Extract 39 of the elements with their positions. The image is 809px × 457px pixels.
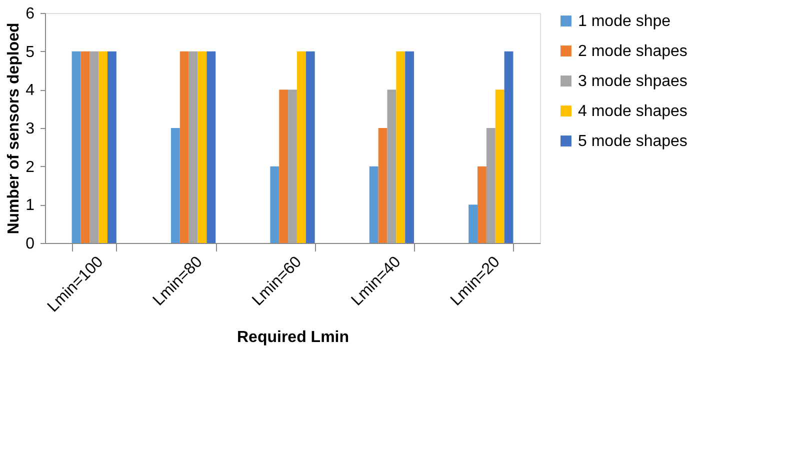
bar xyxy=(504,51,514,243)
y-tick-label: 1 xyxy=(26,197,35,214)
y-tick-label: 3 xyxy=(26,120,35,138)
legend-label: 2 mode shapes xyxy=(578,43,688,60)
bar xyxy=(90,51,99,243)
bar xyxy=(98,51,108,243)
bar xyxy=(288,90,297,243)
x-axis-title: Required Lmin xyxy=(236,328,350,346)
bar xyxy=(198,51,207,243)
bar xyxy=(170,128,180,243)
legend-label: 4 mode shapes xyxy=(578,103,688,120)
bar xyxy=(486,128,496,243)
y-tick-label: 2 xyxy=(26,158,35,176)
bar xyxy=(72,51,81,243)
bar xyxy=(296,51,306,243)
bar xyxy=(378,128,388,243)
y-tick-label: 4 xyxy=(26,82,35,100)
y-tick-label: 5 xyxy=(26,44,35,61)
bar xyxy=(80,51,90,243)
y-tick-label: 6 xyxy=(26,6,35,22)
bar xyxy=(188,51,198,243)
bar xyxy=(387,90,396,243)
y-tick-label: 0 xyxy=(26,236,35,252)
bar xyxy=(405,51,414,243)
bar xyxy=(306,51,315,243)
bar xyxy=(478,166,486,243)
legend-label: 5 mode shapes xyxy=(578,133,688,150)
legend-label: 3 mode shpaes xyxy=(578,73,688,90)
bar xyxy=(107,51,116,243)
bar xyxy=(270,166,280,243)
legend-label: 1 mode shpe xyxy=(578,13,671,30)
bar xyxy=(206,51,216,243)
bar xyxy=(279,90,288,243)
bar xyxy=(180,51,189,243)
bar xyxy=(396,51,406,243)
y-axis-title: Number of sensors deploed xyxy=(6,22,23,234)
bar xyxy=(369,166,378,243)
bar xyxy=(495,90,504,243)
bar xyxy=(468,204,478,243)
